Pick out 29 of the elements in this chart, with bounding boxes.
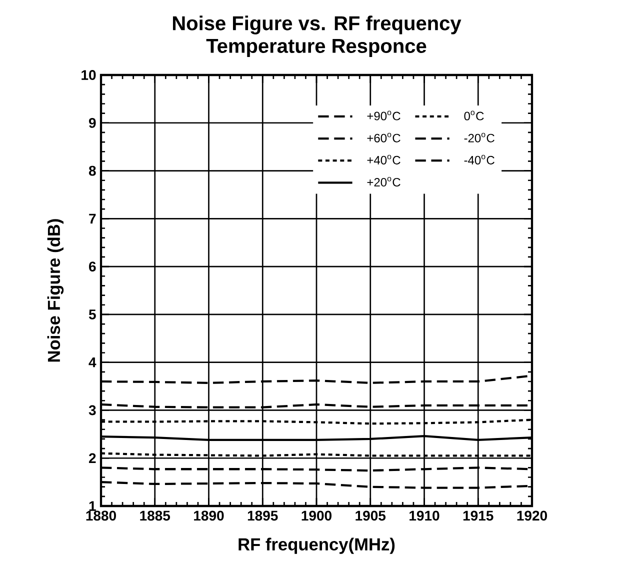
chart-title: Noise Figure vs. RF frequency Temperature Responce <box>172 16 462 57</box>
y-tick-label: 3 <box>88 405 96 416</box>
x-tick-label: 1890 <box>194 510 224 521</box>
x-tick-label: 1885 <box>140 510 170 521</box>
legend-label: +40$^{o}$C <box>367 154 400 164</box>
legend-label: -20$^{o}$C <box>464 132 494 142</box>
y-tick-label: 2 <box>88 453 96 463</box>
legend-label: -40$^{o}$C <box>464 154 494 164</box>
y-tick-label: 4 <box>88 358 96 368</box>
y-axis-title: Noise Figure (dB) <box>47 219 64 362</box>
x-axis-title: RF frequency(MHz) <box>238 538 395 554</box>
y-tick-label: 8 <box>88 166 96 176</box>
legend-label: +20$^{o}$C <box>367 176 400 187</box>
y-tick-label: 5 <box>88 310 96 320</box>
legend-label: +60$^{o}$C <box>367 132 400 142</box>
x-tick-label: 1900 <box>302 510 332 521</box>
x-tick-label: 1920 <box>517 510 547 521</box>
y-tick-label: 10 <box>82 70 96 80</box>
y-tick-label: 9 <box>88 118 96 128</box>
x-tick-label: 1880 <box>86 510 116 521</box>
y-tick-label: 1 <box>89 501 96 511</box>
x-tick-label: 1910 <box>410 510 440 521</box>
x-tick-label: 1905 <box>356 510 386 521</box>
x-tick-label: 1895 <box>248 510 278 521</box>
legend-label: +90$^{o}$C <box>367 110 400 120</box>
y-tick-label: 7 <box>89 214 96 224</box>
y-tick-label: 6 <box>89 262 96 272</box>
legend-label: 0$^{o}$C <box>464 110 484 120</box>
x-tick-label: 1915 <box>463 510 494 521</box>
